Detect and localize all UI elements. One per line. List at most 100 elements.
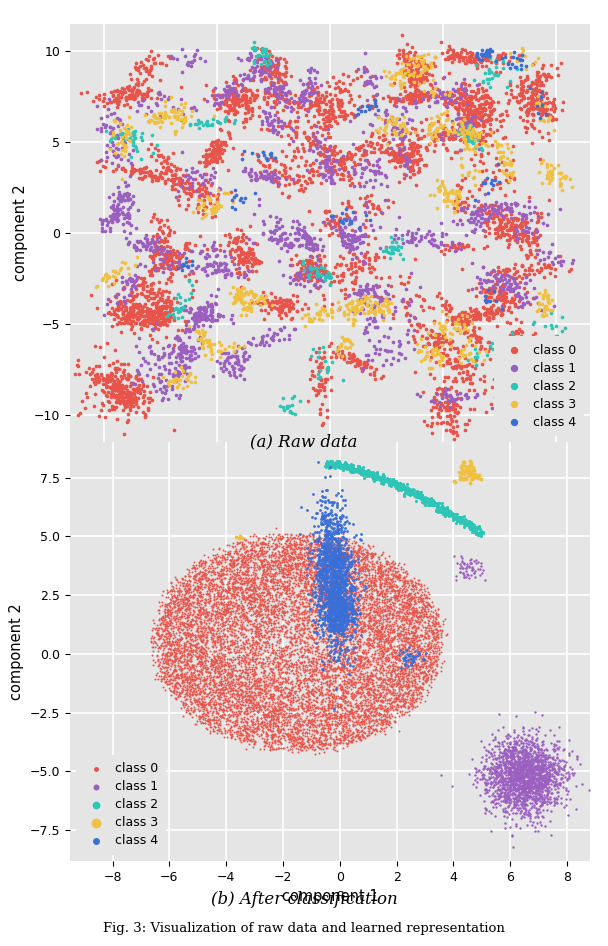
class 0: [377, 718, 387, 733]
class 2: [443, 507, 452, 522]
class 4: [325, 539, 334, 554]
class 4: [513, 50, 522, 65]
class 1: [490, 763, 500, 779]
class 0: [304, 613, 314, 628]
class 1: [520, 732, 530, 747]
class 0: [320, 578, 330, 593]
class 0: [227, 669, 237, 684]
class 0: [225, 620, 235, 635]
class 0: [323, 564, 333, 579]
class 0: [385, 633, 395, 648]
class 0: [229, 680, 238, 695]
class 0: [238, 610, 248, 625]
class 1: [532, 761, 542, 776]
class 2: [364, 468, 374, 483]
class 4: [325, 569, 335, 584]
class 0: [480, 382, 490, 397]
class 0: [323, 603, 333, 618]
class 0: [136, 307, 145, 323]
class 0: [277, 687, 287, 702]
class 4: [327, 549, 337, 564]
class 0: [328, 554, 337, 569]
class 0: [458, 316, 468, 331]
class 3: [452, 200, 462, 215]
class 0: [289, 96, 299, 111]
class 0: [158, 656, 168, 671]
class 0: [305, 142, 315, 157]
class 0: [216, 575, 226, 590]
class 3: [377, 112, 387, 127]
class 0: [275, 294, 285, 309]
class 1: [120, 192, 130, 207]
class 0: [373, 628, 382, 643]
class 0: [193, 692, 203, 707]
class 0: [386, 619, 396, 634]
class 3: [206, 341, 215, 356]
class 0: [458, 102, 468, 117]
class 0: [188, 702, 198, 717]
class 1: [510, 740, 520, 755]
class 1: [438, 84, 448, 99]
class 0: [350, 272, 359, 288]
class 0: [306, 619, 316, 634]
class 3: [161, 106, 170, 121]
class 0: [408, 162, 418, 177]
class 0: [341, 625, 351, 640]
class 0: [348, 633, 358, 648]
class 1: [523, 769, 533, 784]
class 3: [455, 471, 465, 486]
class 0: [229, 677, 239, 692]
class 0: [181, 685, 190, 700]
class 0: [221, 597, 230, 612]
class 0: [223, 581, 233, 596]
class 0: [262, 728, 272, 744]
class 0: [232, 580, 241, 595]
class 0: [321, 540, 331, 555]
class 0: [264, 637, 274, 652]
class 0: [319, 382, 329, 397]
class 4: [331, 562, 340, 577]
class 3: [465, 453, 475, 468]
class 1: [513, 793, 523, 808]
class 1: [459, 569, 469, 585]
class 0: [297, 628, 307, 643]
class 0: [207, 621, 217, 636]
class 0: [244, 592, 254, 607]
class 1: [154, 87, 164, 102]
class 1: [137, 373, 147, 388]
class 1: [525, 814, 535, 829]
class 0: [291, 730, 300, 745]
class 0: [274, 601, 283, 616]
class 0: [497, 306, 506, 321]
class 0: [350, 556, 359, 571]
class 0: [381, 607, 390, 622]
class 0: [106, 366, 116, 381]
class 4: [326, 622, 336, 638]
class 3: [152, 114, 162, 130]
class 3: [170, 110, 180, 125]
class 1: [519, 758, 528, 773]
class 0: [153, 171, 162, 186]
class 3: [345, 340, 355, 355]
class 0: [409, 652, 419, 667]
class 0: [331, 572, 341, 587]
class 0: [220, 708, 230, 723]
class 0: [215, 698, 225, 713]
class 1: [194, 306, 204, 321]
class 1: [173, 369, 182, 384]
class 0: [313, 712, 322, 727]
class 4: [331, 643, 340, 658]
class 0: [399, 166, 409, 182]
class 0: [190, 574, 200, 589]
class 0: [199, 640, 209, 656]
class 0: [186, 186, 196, 201]
class 1: [155, 110, 165, 125]
class 0: [305, 665, 314, 680]
class 0: [415, 151, 424, 166]
class 0: [268, 653, 277, 668]
class 0: [363, 674, 373, 690]
class 4: [348, 613, 358, 628]
class 1: [520, 783, 530, 798]
class 0: [385, 571, 395, 587]
class 1: [550, 778, 560, 793]
